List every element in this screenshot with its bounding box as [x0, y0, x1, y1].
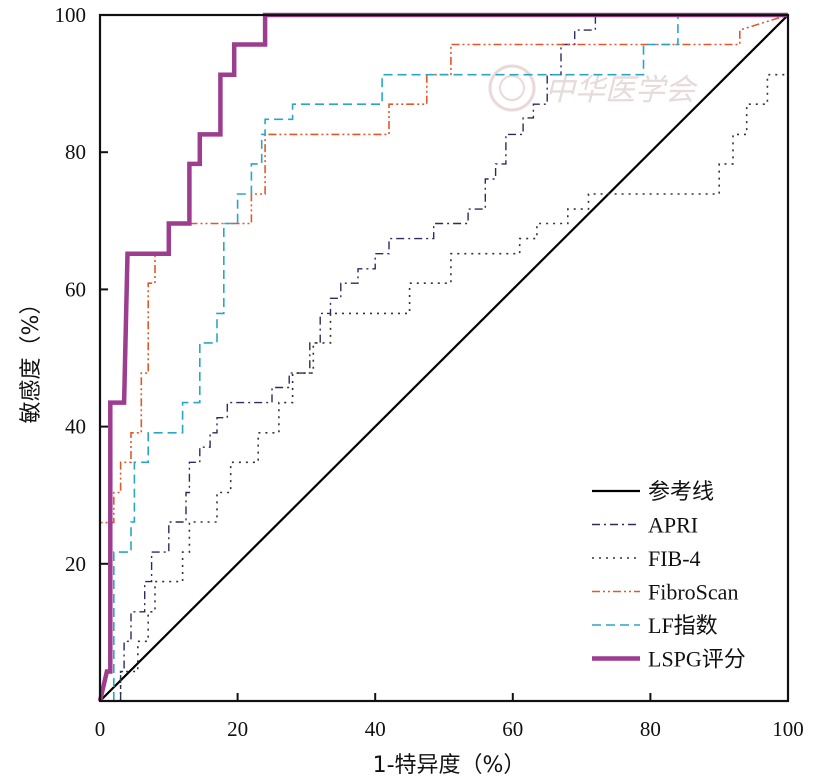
series-line-1: [119, 14, 788, 701]
y-tick-label: 40: [65, 415, 86, 439]
watermark-seal-inner: [499, 75, 525, 101]
watermark: 中华医学会: [488, 64, 698, 112]
x-tick-label: 0: [95, 717, 106, 741]
y-tick-label: 100: [55, 3, 87, 27]
series-line-3: [99, 14, 789, 701]
y-tick-label: 80: [65, 140, 86, 164]
legend: 参考线 APRI FIB-4 FibroScan LF指数 LSPG评分: [592, 479, 746, 672]
x-tick-label: 100: [772, 717, 804, 741]
x-axis-title: 1-特异度（%）: [373, 753, 526, 778]
series-line-4: [113, 14, 788, 701]
series-layer: [97, 12, 789, 702]
x-tick-label: 60: [502, 717, 523, 741]
legend-label-2: FIB-4: [648, 546, 701, 571]
legend-label-3: FibroScan: [648, 580, 738, 605]
series-line-5: [97, 12, 788, 702]
axis-ticks: 0 20 40 60 80 100 20 40 60 80 100: [55, 3, 804, 741]
legend-label-5: LSPG评分: [648, 647, 746, 672]
y-axis-title: 敏感度（%）: [19, 293, 44, 424]
series-line-2: [119, 73, 788, 701]
watermark-text: 中华医学会: [545, 73, 698, 108]
y-tick-label: 20: [65, 552, 86, 576]
x-tick-label: 40: [365, 717, 386, 741]
y-tick-label: 60: [65, 277, 86, 301]
plot-frame: [98, 13, 790, 703]
legend-label-4: LF指数: [648, 613, 718, 638]
watermark-seal-icon: [488, 64, 536, 112]
x-tick-label: 80: [640, 717, 661, 741]
x-tick-label: 20: [227, 717, 248, 741]
legend-label-0: 参考线: [648, 479, 714, 504]
series-line-0: [99, 14, 789, 702]
legend-label-1: APRI: [648, 513, 698, 538]
